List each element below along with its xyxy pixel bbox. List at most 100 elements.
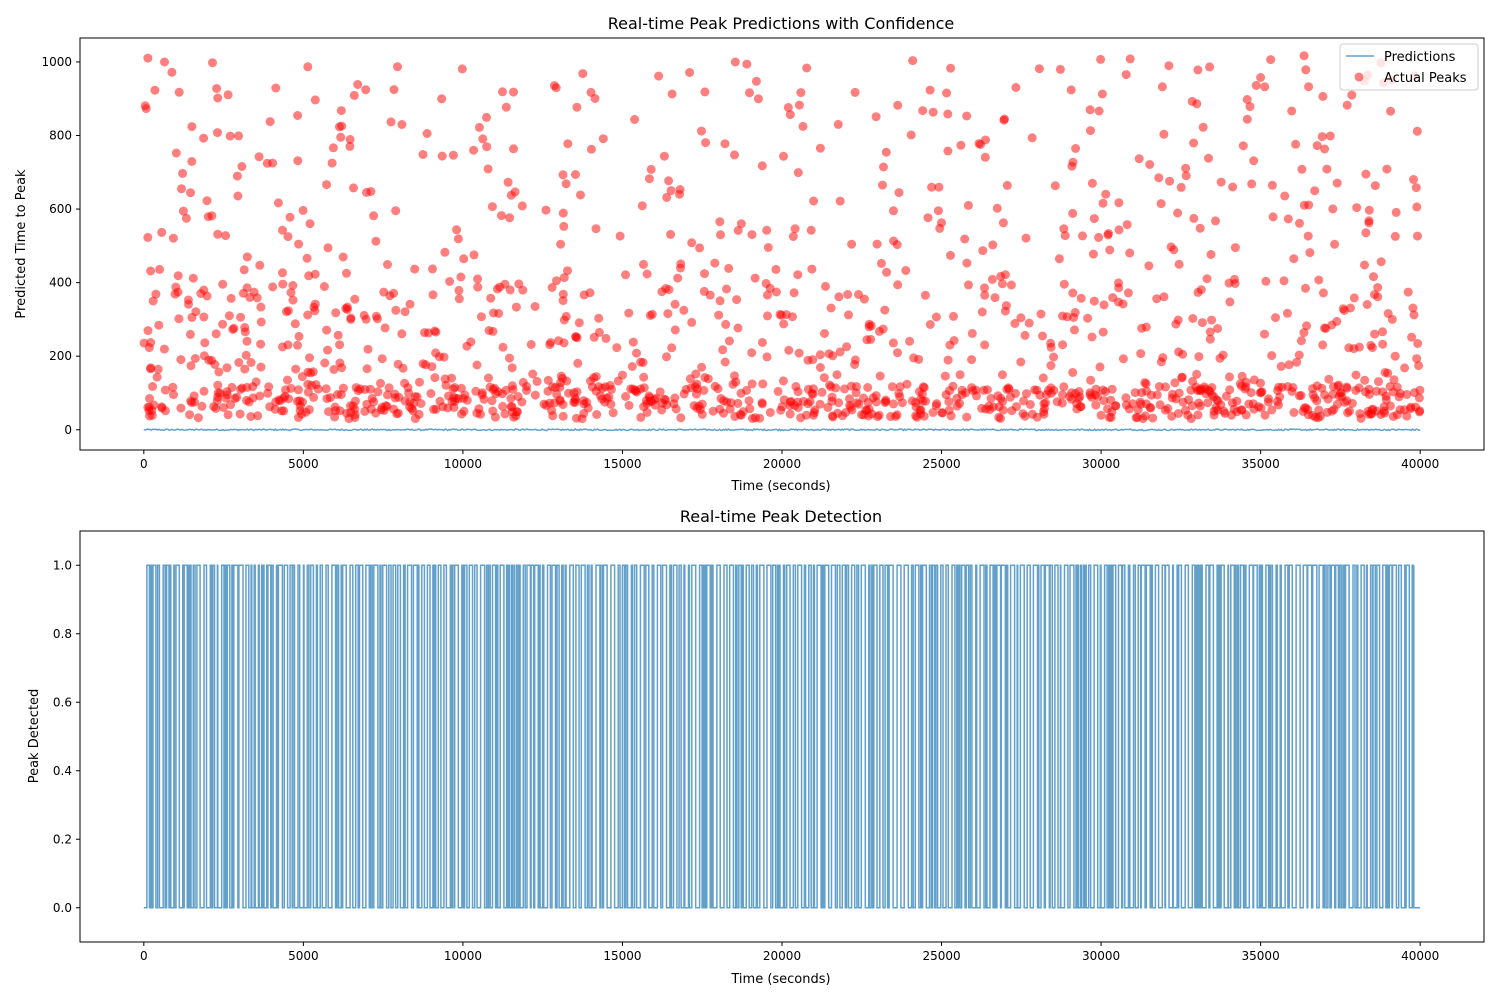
actual-peak-point [1328, 389, 1338, 399]
actual-peak-point [454, 294, 464, 304]
actual-peak-point [964, 280, 973, 290]
actual-peak-point [558, 208, 568, 218]
actual-peak-point [628, 337, 638, 347]
actual-peak-point [1230, 243, 1240, 253]
actual-peak-point [157, 227, 167, 237]
actual-peak-point [404, 388, 414, 398]
actual-peak-point [193, 413, 203, 423]
actual-peak-point [962, 111, 972, 121]
actual-peak-point [815, 399, 825, 409]
actual-peak-point [1246, 388, 1256, 398]
actual-peak-point [1059, 382, 1069, 392]
actual-peak-point [1370, 329, 1380, 339]
actual-peak-point [802, 63, 812, 73]
actual-peak-point [1114, 278, 1123, 288]
actual-peak-point [450, 397, 459, 407]
top-x-tick-label-4: 20000 [763, 457, 801, 471]
actual-peak-point [310, 95, 320, 105]
actual-peak-point [346, 314, 356, 324]
actual-peak-point [1194, 398, 1204, 408]
actual-peak-point [1287, 386, 1297, 396]
actual-peak-point [762, 225, 772, 235]
actual-peak-point [1194, 352, 1204, 362]
actual-peak-point [1354, 383, 1364, 393]
actual-peak-point [210, 360, 220, 369]
actual-peak-point [715, 296, 725, 306]
actual-peak-point [484, 373, 493, 383]
bottom-y-tick-label-5: 1.0 [53, 558, 72, 572]
predictions-line [143, 428, 1421, 432]
actual-peak-point [902, 379, 912, 389]
actual-peak-point [1076, 293, 1086, 303]
actual-peak-point [1318, 288, 1328, 298]
actual-peak-point [664, 176, 674, 186]
actual-peak-point [1342, 396, 1352, 406]
actual-peak-point [294, 239, 304, 249]
actual-peak-point [824, 349, 834, 359]
actual-peak-point [718, 345, 728, 355]
actual-peak-point [372, 314, 382, 324]
actual-peak-point [1136, 349, 1146, 359]
actual-peak-point [662, 192, 672, 202]
actual-peak-point [1407, 332, 1417, 342]
actual-peak-point [962, 258, 972, 268]
actual-peak-point [1181, 405, 1190, 415]
actual-peak-point [552, 276, 561, 286]
actual-peak-point [226, 293, 236, 303]
actual-peak-point [255, 260, 265, 270]
actual-peak-point [730, 57, 740, 67]
actual-peak-point [793, 168, 803, 178]
actual-peak-point [391, 206, 401, 216]
actual-peak-point [699, 385, 709, 395]
top-plot-frame [79, 37, 1485, 451]
actual-peak-point [140, 101, 150, 111]
actual-peak-point [532, 376, 542, 386]
actual-peak-point [733, 226, 743, 235]
actual-peak-point [1369, 272, 1378, 282]
actual-peak-point [221, 393, 231, 403]
actual-peak-point [627, 362, 637, 371]
actual-peak-point [345, 135, 355, 144]
actual-peak-point [1024, 318, 1034, 328]
actual-peak-point [168, 233, 178, 243]
actual-peak-point [498, 342, 508, 352]
actual-peak-point [457, 64, 467, 74]
top-x-tick-label-7: 35000 [1242, 457, 1280, 471]
actual-peak-point [1267, 180, 1277, 190]
actual-peak-point [246, 412, 256, 421]
actual-peak-point [174, 87, 184, 97]
actual-peak-point [1266, 55, 1276, 65]
actual-peak-point [174, 314, 184, 324]
actual-peak-point [1072, 404, 1082, 414]
actual-peak-point [827, 392, 837, 402]
actual-peak-point [700, 269, 709, 279]
bottom-x-axis-label: Time (seconds) [730, 972, 830, 987]
actual-peak-point [454, 285, 464, 295]
actual-peak-point [473, 274, 483, 284]
actual-peak-point [1287, 106, 1297, 116]
actual-peak-point [842, 342, 852, 352]
actual-peak-point [679, 305, 689, 315]
actual-peak-point [1088, 249, 1098, 259]
actual-peak-point [1372, 406, 1382, 416]
actual-peak-point [785, 110, 795, 120]
actual-peak-point [1156, 199, 1166, 209]
actual-peak-point [1004, 384, 1014, 394]
actual-peak-point [478, 134, 488, 144]
actual-peak-point [384, 383, 394, 393]
actual-peak-point [1038, 373, 1048, 383]
actual-peak-point [558, 296, 568, 306]
actual-peak-point [1032, 385, 1042, 395]
actual-peak-point [143, 232, 153, 242]
actual-peak-point [491, 389, 501, 399]
actual-peak-point [366, 187, 376, 196]
actual-peak-point [745, 88, 754, 98]
actual-peak-point [543, 386, 553, 396]
actual-peak-point [1256, 73, 1266, 82]
actual-peak-point [742, 59, 752, 69]
actual-peak-point [239, 265, 249, 275]
actual-peak-point [1304, 82, 1314, 92]
actual-peak-point [1361, 228, 1371, 238]
actual-peak-point [251, 377, 261, 387]
actual-peak-point [1011, 83, 1021, 92]
